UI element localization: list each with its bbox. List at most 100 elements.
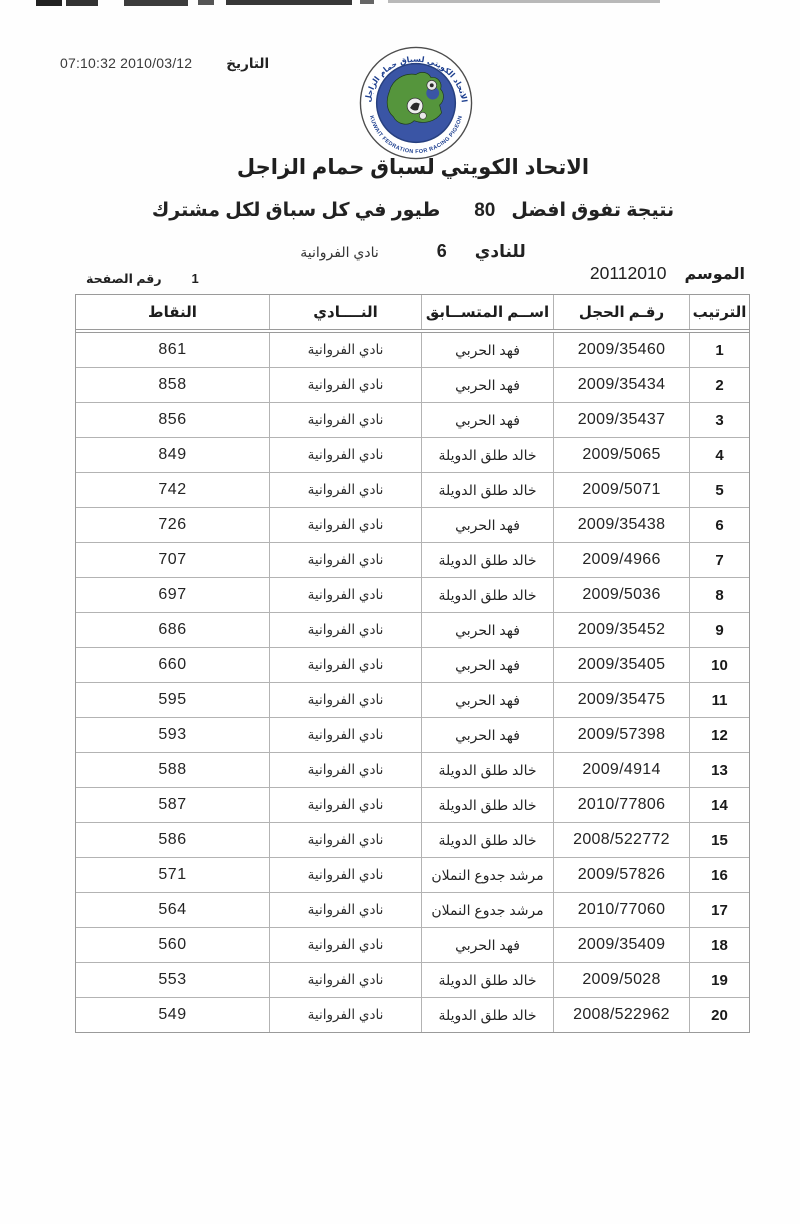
cell-points: 707 [158, 551, 187, 568]
cell-name: فهد الحربي [421, 368, 553, 402]
cell-club: نادي الفروانية [269, 333, 421, 367]
table-row: 4 2009/5065 خالد طلق الدويلة نادي الفروانية… [76, 438, 749, 473]
cell-name: فهد الحربي [421, 718, 553, 752]
cell-name: فهد الحربي [421, 683, 553, 717]
table-row: 13 2009/4914 خالد طلق الدويلة نادي الفرواني… [76, 753, 749, 788]
cell-club: نادي الفروانية [269, 998, 421, 1032]
table-body: 1 2009/35460 فهد الحربي نادي الفروانية 861 2 2… [76, 333, 749, 1032]
print-timestamp: 07:10:32 2010/03/12 [60, 55, 193, 71]
cell-ring: 2009/35409 [553, 928, 689, 962]
cell-club: نادي الفروانية [269, 613, 421, 647]
cell-rank: 12 [689, 718, 749, 752]
cell-ring: 2009/4966 [553, 543, 689, 577]
cell-club: نادي الفروانية [269, 543, 421, 577]
header-rank: الترتيب [689, 295, 749, 329]
cell-club: نادي الفروانية [269, 858, 421, 892]
cell-rank: 8 [689, 578, 749, 612]
cell-name: مرشد جدوع النملان [421, 858, 553, 892]
cell-ring: 2009/5071 [553, 473, 689, 507]
scan-artifact-mark [124, 0, 188, 6]
cell-name: خالد طلق الدويلة [421, 753, 553, 787]
cell-rank: 4 [689, 438, 749, 472]
table-row: 11 2009/35475 فهد الحربي نادي الفروانية 595 [76, 683, 749, 718]
cell-points: 660 [158, 656, 187, 673]
season-label: الموسم [684, 266, 745, 283]
scan-artifact-mark [198, 0, 214, 5]
cell-rank: 13 [689, 753, 749, 787]
cell-points: 586 [158, 831, 187, 848]
cell-rank: 20 [689, 998, 749, 1032]
subtitle-left-part: طيور في كل سباق لكل مشترك [151, 200, 441, 221]
cell-points: 697 [158, 586, 187, 603]
cell-ring: 2008/522962 [553, 998, 689, 1032]
cell-club: نادي الفروانية [269, 788, 421, 822]
subtitle-number: 80 [474, 200, 496, 221]
subtitle-right-part: نتيجة تفوق افضل [511, 200, 675, 221]
cell-rank: 9 [689, 613, 749, 647]
federation-logo: الاتحاد الكويتي لسباق حمام الزاجل KUWAIT… [357, 44, 475, 162]
cell-points: 742 [158, 481, 187, 498]
table-row: 5 2009/5071 خالد طلق الدويلة نادي الفروانية… [76, 473, 749, 508]
results-table: الترتيب رقـم الحجل اســم المتســابق النـ… [75, 294, 750, 1033]
cell-ring: 2009/35475 [553, 683, 689, 717]
pigeon-silhouette-icon [410, 102, 421, 111]
cell-points: 726 [158, 516, 187, 533]
cell-rank: 16 [689, 858, 749, 892]
table-row: 19 2009/5028 خالد طلق الدويلة نادي الفرواني… [76, 963, 749, 998]
cell-club: نادي الفروانية [269, 823, 421, 857]
cell-points: 849 [158, 446, 187, 463]
cell-name: فهد الحربي [421, 508, 553, 542]
table-row: 7 2009/4966 خالد طلق الدويلة نادي الفروانية… [76, 543, 749, 578]
cell-ring: 2008/522772 [553, 823, 689, 857]
cell-rank: 11 [689, 683, 749, 717]
table-row: 8 2009/5036 خالد طلق الدويلة نادي الفروانية… [76, 578, 749, 613]
scan-artifact-mark [226, 0, 352, 5]
cell-club: نادي الفروانية [269, 963, 421, 997]
cell-club: نادي الفروانية [269, 473, 421, 507]
club-number: 6 [436, 241, 447, 261]
club-label: للنادي [474, 242, 526, 261]
cell-rank: 14 [689, 788, 749, 822]
cell-ring: 2009/35434 [553, 368, 689, 402]
cell-points: 858 [158, 376, 187, 393]
cell-ring: 2009/35452 [553, 613, 689, 647]
table-row: 3 2009/35437 فهد الحربي نادي الفروانية 856 [76, 403, 749, 438]
cell-name: فهد الحربي [421, 648, 553, 682]
cell-ring: 2009/5036 [553, 578, 689, 612]
header-ring-number: رقـم الحجل [553, 295, 689, 329]
document-title: الاتحاد الكويتي لسباق حمام الزاجل [236, 156, 590, 179]
date-label: التاريخ [226, 56, 270, 71]
scan-artifact-mark [66, 0, 98, 6]
scan-artifact-mark [36, 0, 62, 6]
cell-ring: 2009/5065 [553, 438, 689, 472]
table-row: 12 2009/57398 فهد الحربي نادي الفروانية 593 [76, 718, 749, 753]
cell-points: 587 [158, 796, 187, 813]
cell-ring: 2009/35437 [553, 403, 689, 437]
cell-club: نادي الفروانية [269, 928, 421, 962]
cell-points: 553 [158, 971, 187, 988]
cell-name: فهد الحربي [421, 613, 553, 647]
table-row: 15 2008/522772 خالد طلق الدويلة نادي الفروا… [76, 823, 749, 858]
cell-rank: 5 [689, 473, 749, 507]
cell-rank: 3 [689, 403, 749, 437]
cell-name: خالد طلق الدويلة [421, 578, 553, 612]
cell-club: نادي الفروانية [269, 438, 421, 472]
cell-club: نادي الفروانية [269, 753, 421, 787]
cell-name: مرشد جدوع النملان [421, 893, 553, 927]
cell-name: خالد طلق الدويلة [421, 438, 553, 472]
cell-club: نادي الفروانية [269, 578, 421, 612]
cell-rank: 1 [689, 333, 749, 367]
cell-club: نادي الفروانية [269, 648, 421, 682]
cell-name: خالد طلق الدويلة [421, 543, 553, 577]
cell-rank: 15 [689, 823, 749, 857]
cell-rank: 2 [689, 368, 749, 402]
cell-rank: 18 [689, 928, 749, 962]
federation-logo-seal-icon: الاتحاد الكويتي لسباق حمام الزاجل KUWAIT… [359, 46, 473, 160]
cell-points: 686 [158, 621, 187, 638]
season-line: الموسم 20112010 [590, 263, 745, 284]
cell-ring: 2009/4914 [553, 753, 689, 787]
cell-rank: 19 [689, 963, 749, 997]
cell-points: 595 [158, 691, 187, 708]
table-row: 10 2009/35405 فهد الحربي نادي الفروانية 660 [76, 648, 749, 683]
cell-name: خالد طلق الدويلة [421, 788, 553, 822]
